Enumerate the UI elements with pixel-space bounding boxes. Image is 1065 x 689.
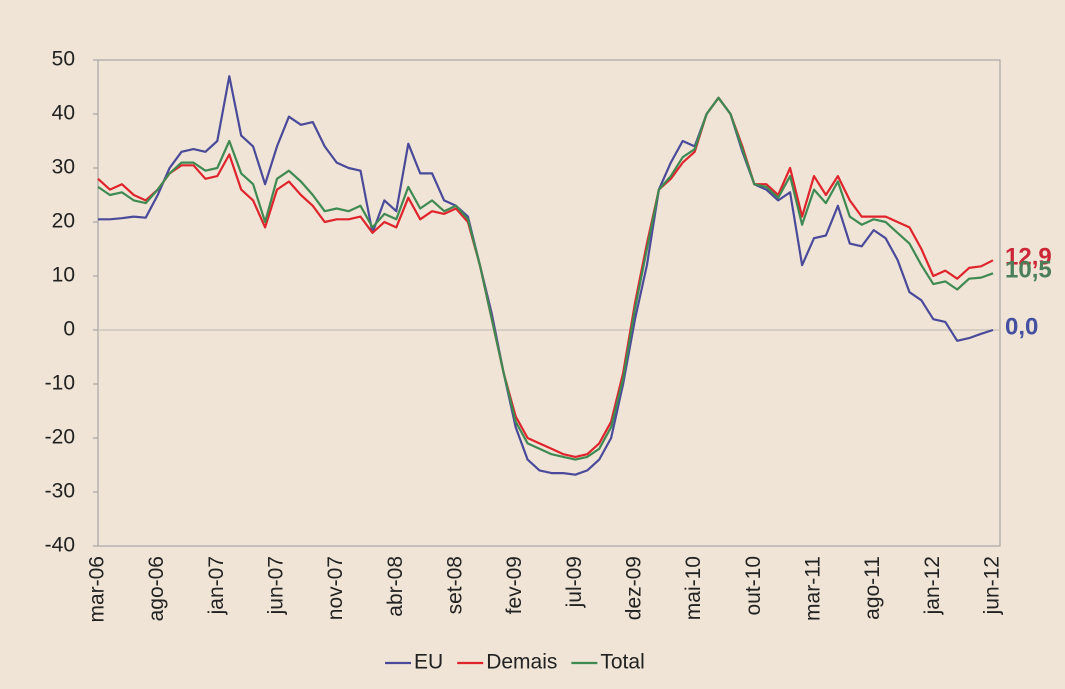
y-tick-label: -40 xyxy=(45,534,75,557)
x-tick-label: fev-09 xyxy=(503,556,526,614)
x-tick-label: nov-07 xyxy=(324,556,347,620)
y-tick-label: 40 xyxy=(52,102,75,125)
x-tick-label: ago-11 xyxy=(861,556,884,620)
end-value-label: 10,5 xyxy=(1005,257,1052,284)
x-tick-label: mar-06 xyxy=(86,556,109,623)
x-tick-label: out-10 xyxy=(742,556,765,616)
x-tick-label: jun-12 xyxy=(981,556,1004,615)
y-tick-label: 20 xyxy=(52,210,75,233)
y-tick-label: 0 xyxy=(63,318,75,341)
x-tick-label: jul-09 xyxy=(563,556,586,608)
legend-label: EU xyxy=(414,651,443,674)
series-line xyxy=(98,75,994,476)
legend-label: Demais xyxy=(486,651,557,674)
x-tick-label: jan-07 xyxy=(205,556,228,615)
y-tick-label: 30 xyxy=(52,156,75,179)
x-tick-label: ago-06 xyxy=(145,556,168,621)
y-tick-label: -30 xyxy=(45,480,75,503)
y-tick-label: 10 xyxy=(52,264,75,287)
x-tick-label: mar-11 xyxy=(802,556,825,621)
legend-label: Total xyxy=(600,651,644,674)
x-tick-label: set-08 xyxy=(444,556,467,614)
y-tick-label: -20 xyxy=(45,426,75,449)
series-line xyxy=(97,96,994,458)
series-line xyxy=(97,96,994,461)
x-tick-label: jan-12 xyxy=(921,556,944,615)
y-tick-label: 50 xyxy=(52,48,75,71)
end-value-label: 0,0 xyxy=(1005,313,1038,340)
x-tick-label: jun-07 xyxy=(265,556,288,615)
plot-area xyxy=(97,59,1001,547)
x-tick-label: abr-08 xyxy=(384,556,407,617)
end-value-label: 12,9 xyxy=(1005,244,1052,271)
x-tick-label: mai-10 xyxy=(682,556,705,620)
y-tick-label: -10 xyxy=(45,372,75,395)
x-tick-label: dez-09 xyxy=(623,556,646,620)
